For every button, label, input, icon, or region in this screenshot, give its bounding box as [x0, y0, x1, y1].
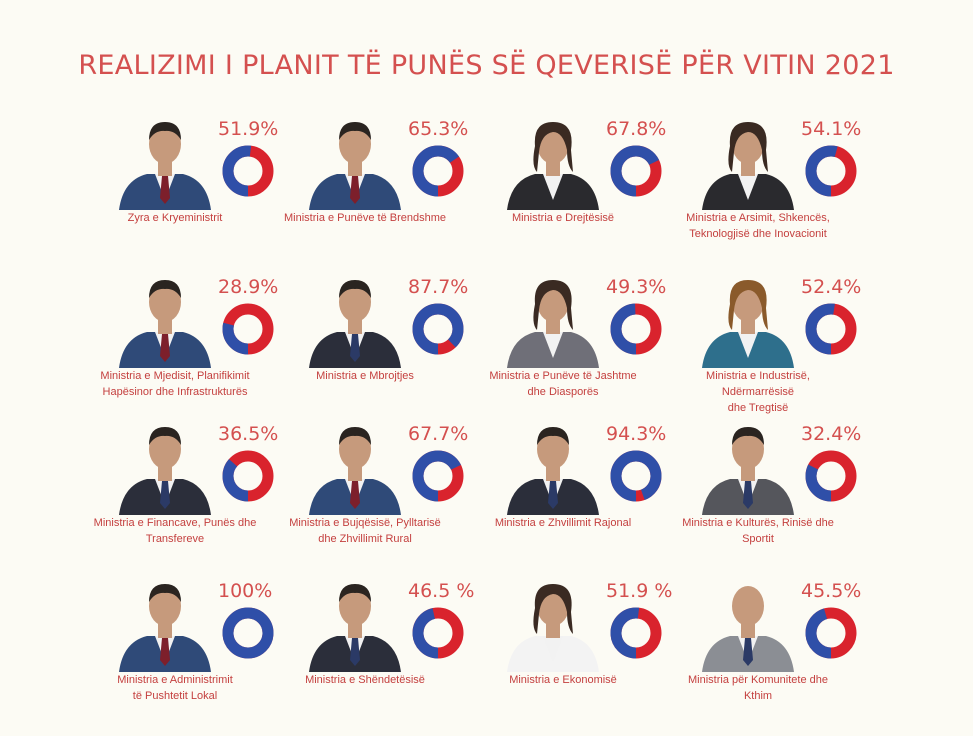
percentage-label: 49.3% — [606, 276, 667, 298]
ministry-card: 49.3% Ministria e Punëve të Jashtme dhe D… — [489, 268, 743, 418]
minister-photo — [305, 572, 405, 672]
ministry-name: Ministria e Zhvillimit Rajonal — [494, 517, 632, 529]
ministry-name: Ministria për Komunitete dhe Kthim — [687, 674, 828, 702]
ministry-name: Ministria e Ekonomisë — [509, 674, 617, 686]
donut-completed-segment — [805, 607, 857, 659]
completion-donut — [412, 303, 464, 355]
completion-donut — [412, 607, 464, 659]
ministry-card: 32.4% Ministria e Kulturës, Rinisë dhe Sp… — [682, 415, 938, 565]
ministry-name: Ministria e Mbrojtjes — [316, 370, 414, 382]
ministry-card: 54.1% Ministria e Arsimit, Shkencës, Tekn… — [686, 110, 938, 260]
completion-donut — [222, 607, 274, 659]
ministry-name: Zyra e Kryeministrit — [127, 212, 223, 224]
minister-photo — [503, 415, 603, 515]
page-title: REALIZIMI I PLANIT TË PUNËS SË QEVERISË … — [78, 50, 895, 81]
percentage-label: 52.4% — [801, 276, 862, 298]
percentage-label: 100% — [218, 580, 273, 602]
minister-photo — [698, 268, 798, 368]
completion-donut — [805, 607, 857, 659]
donut-completed-segment — [222, 607, 274, 659]
minister-photo — [305, 415, 405, 515]
ministry-card: 51.9 % Ministria e Ekonomisë — [503, 572, 743, 722]
ministry-card: 45.5% Ministria për Komunitete dhe Kthim — [688, 572, 938, 722]
completion-donut — [412, 450, 464, 502]
minister-photo — [698, 110, 798, 210]
minister-photo — [115, 415, 215, 515]
ministry-name: Ministria e Punëve të Brendshme — [283, 212, 447, 224]
minister-photo — [115, 268, 215, 368]
percentage-label: 67.7% — [408, 423, 469, 445]
ministry-name: Ministria e Financave, Punës dhe Transfe… — [93, 517, 257, 545]
donut-completed-segment — [805, 303, 857, 355]
percentage-label: 51.9% — [218, 118, 279, 140]
minister-photo — [698, 415, 798, 515]
completion-donut — [610, 450, 662, 502]
ministry-name: Ministria e Punëve të Jashtme dhe Diaspo… — [489, 370, 637, 398]
ministry-name: Ministria e Arsimit, Shkencës, Teknologj… — [686, 212, 830, 240]
donut-completed-segment — [805, 450, 857, 502]
ministry-name: Ministria e Shëndetësisë — [305, 674, 425, 686]
ministry-card: 100% Ministria e Administrimit të Pushtet… — [115, 572, 355, 722]
minister-photo — [698, 572, 798, 672]
ministry-name: Ministria e Administrimit të Pushtetit L… — [117, 674, 233, 702]
completion-donut — [610, 145, 662, 197]
completion-donut — [610, 303, 662, 355]
completion-donut — [222, 303, 274, 355]
minister-photo — [305, 268, 405, 368]
percentage-label: 65.3% — [408, 118, 469, 140]
percentage-label: 32.4% — [801, 423, 862, 445]
percentage-label: 45.5% — [801, 580, 862, 602]
completion-donut — [805, 450, 857, 502]
completion-donut — [805, 145, 857, 197]
donut-completed-segment — [222, 450, 274, 502]
completion-donut — [610, 607, 662, 659]
completion-donut — [412, 145, 464, 197]
percentage-label: 46.5 % — [408, 580, 475, 602]
donut-completed-segment — [610, 303, 662, 355]
donut-completed-segment — [610, 450, 662, 502]
percentage-label: 28.9% — [218, 276, 279, 298]
donut-completed-segment — [222, 303, 274, 355]
donut-completed-segment — [412, 303, 464, 355]
ministry-name: Ministria e Industrisë, Ndërmarrësisë dh… — [706, 370, 810, 414]
donut-completed-segment — [610, 607, 662, 659]
ministry-card: 94.3% Ministria e Zhvillimit Rajonal — [495, 415, 743, 565]
percentage-label: 54.1% — [801, 118, 862, 140]
ministry-card: 87.7% Ministria e Mbrojtjes — [305, 268, 545, 418]
ministry-card: 67.7% Ministria e Bujqësisë, Pylltarisë d… — [289, 415, 545, 565]
minister-photo — [503, 268, 603, 368]
percentage-label: 51.9 % — [606, 580, 673, 602]
completion-donut — [805, 303, 857, 355]
ministry-card: 52.4% Ministria e Industrisë, Ndërmarrësi… — [698, 268, 938, 418]
minister-photo — [115, 110, 215, 210]
minister-photo — [503, 572, 603, 672]
donut-completed-segment — [412, 607, 464, 659]
completion-donut — [222, 450, 274, 502]
ministry-card: 51.9% Zyra e Kryeministrit — [115, 110, 355, 260]
minister-photo — [503, 110, 603, 210]
percentage-label: 67.8% — [606, 118, 667, 140]
ministry-card: 46.5 % Ministria e Shëndetësisë — [305, 572, 545, 722]
ministry-name: Ministria e Mjedisit, Planifikimit Hapës… — [100, 370, 250, 398]
ministry-card: 36.5% Ministria e Financave, Punës dhe Tr… — [94, 415, 355, 565]
percentage-label: 94.3% — [606, 423, 667, 445]
ministry-name: Ministria e Bujqësisë, Pylltarisë dhe Zh… — [289, 517, 441, 545]
completion-donut — [222, 145, 274, 197]
donut-completed-segment — [412, 450, 464, 502]
donut-completed-segment — [222, 145, 274, 197]
ministry-card: 28.9% Ministria e Mjedisit, Planifikimit … — [100, 268, 355, 418]
ministry-name: Ministria e Drejtësisë — [511, 212, 615, 224]
ministry-card: 65.3% Ministria e Punëve të Brendshme — [284, 110, 545, 260]
minister-photo — [115, 572, 215, 672]
minister-photo — [305, 110, 405, 210]
donut-completed-segment — [412, 145, 464, 197]
percentage-label: 36.5% — [218, 423, 279, 445]
donut-completed-segment — [805, 145, 857, 197]
ministry-card: 67.8% Ministria e Drejtësisë — [503, 110, 743, 260]
percentage-label: 87.7% — [408, 276, 469, 298]
ministry-name: Ministria e Kulturës, Rinisë dhe Sportit — [682, 517, 834, 545]
donut-completed-segment — [610, 145, 662, 197]
